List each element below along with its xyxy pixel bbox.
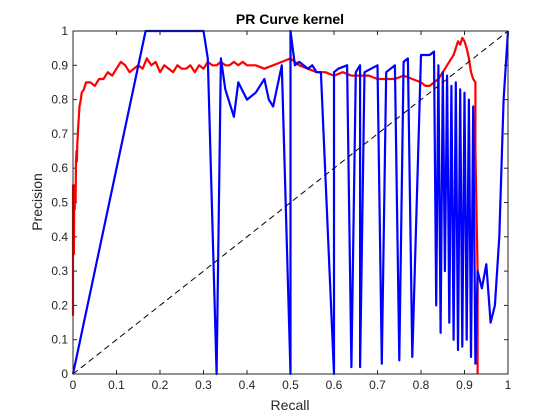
y-tick-label: 0.6: [51, 161, 68, 175]
y-axis-label: Precision: [29, 173, 45, 231]
x-tick-label: 0.7: [369, 378, 386, 392]
y-tick-label: 0.5: [51, 196, 68, 210]
y-tick-label: 1: [61, 24, 68, 38]
x-tick-label: 0.2: [152, 378, 169, 392]
blue-pr-curve: [71, 29, 510, 376]
series-layer: [71, 29, 510, 376]
y-tick-label: 0.9: [51, 58, 68, 72]
y-tick-label: 0.1: [51, 333, 68, 347]
x-tick-label: 0.1: [108, 378, 125, 392]
x-tick-label: 0.6: [326, 378, 343, 392]
x-tick-label: 0.8: [413, 378, 430, 392]
x-tick-label: 0.5: [282, 378, 299, 392]
y-tick-label: 0.4: [51, 230, 68, 244]
x-tick-label: 0.4: [239, 378, 256, 392]
x-tick-label: 1: [505, 378, 512, 392]
x-tick-label: 0: [70, 378, 77, 392]
y-tick-label: 0.8: [51, 93, 68, 107]
y-tick-label: 0: [61, 367, 68, 381]
y-tick-label: 0.3: [51, 264, 68, 278]
x-tick-label: 0.9: [456, 378, 473, 392]
y-tick-label: 0.2: [51, 298, 68, 312]
plot-frame: [72, 30, 509, 375]
ticks-layer: 0 0.1 0.2 0.3 0.4 0.5 0.6 0.7 0.8 0.9 1 0 0.1 0.2 0.3 0…: [51, 24, 511, 392]
y-tick-label: 0.7: [51, 127, 68, 141]
diagonal-reference-line: [72, 30, 509, 375]
x-axis-label: Recall: [271, 397, 310, 413]
chart-title: PR Curve kernel: [236, 11, 344, 27]
x-tick-label: 0.3: [195, 378, 212, 392]
